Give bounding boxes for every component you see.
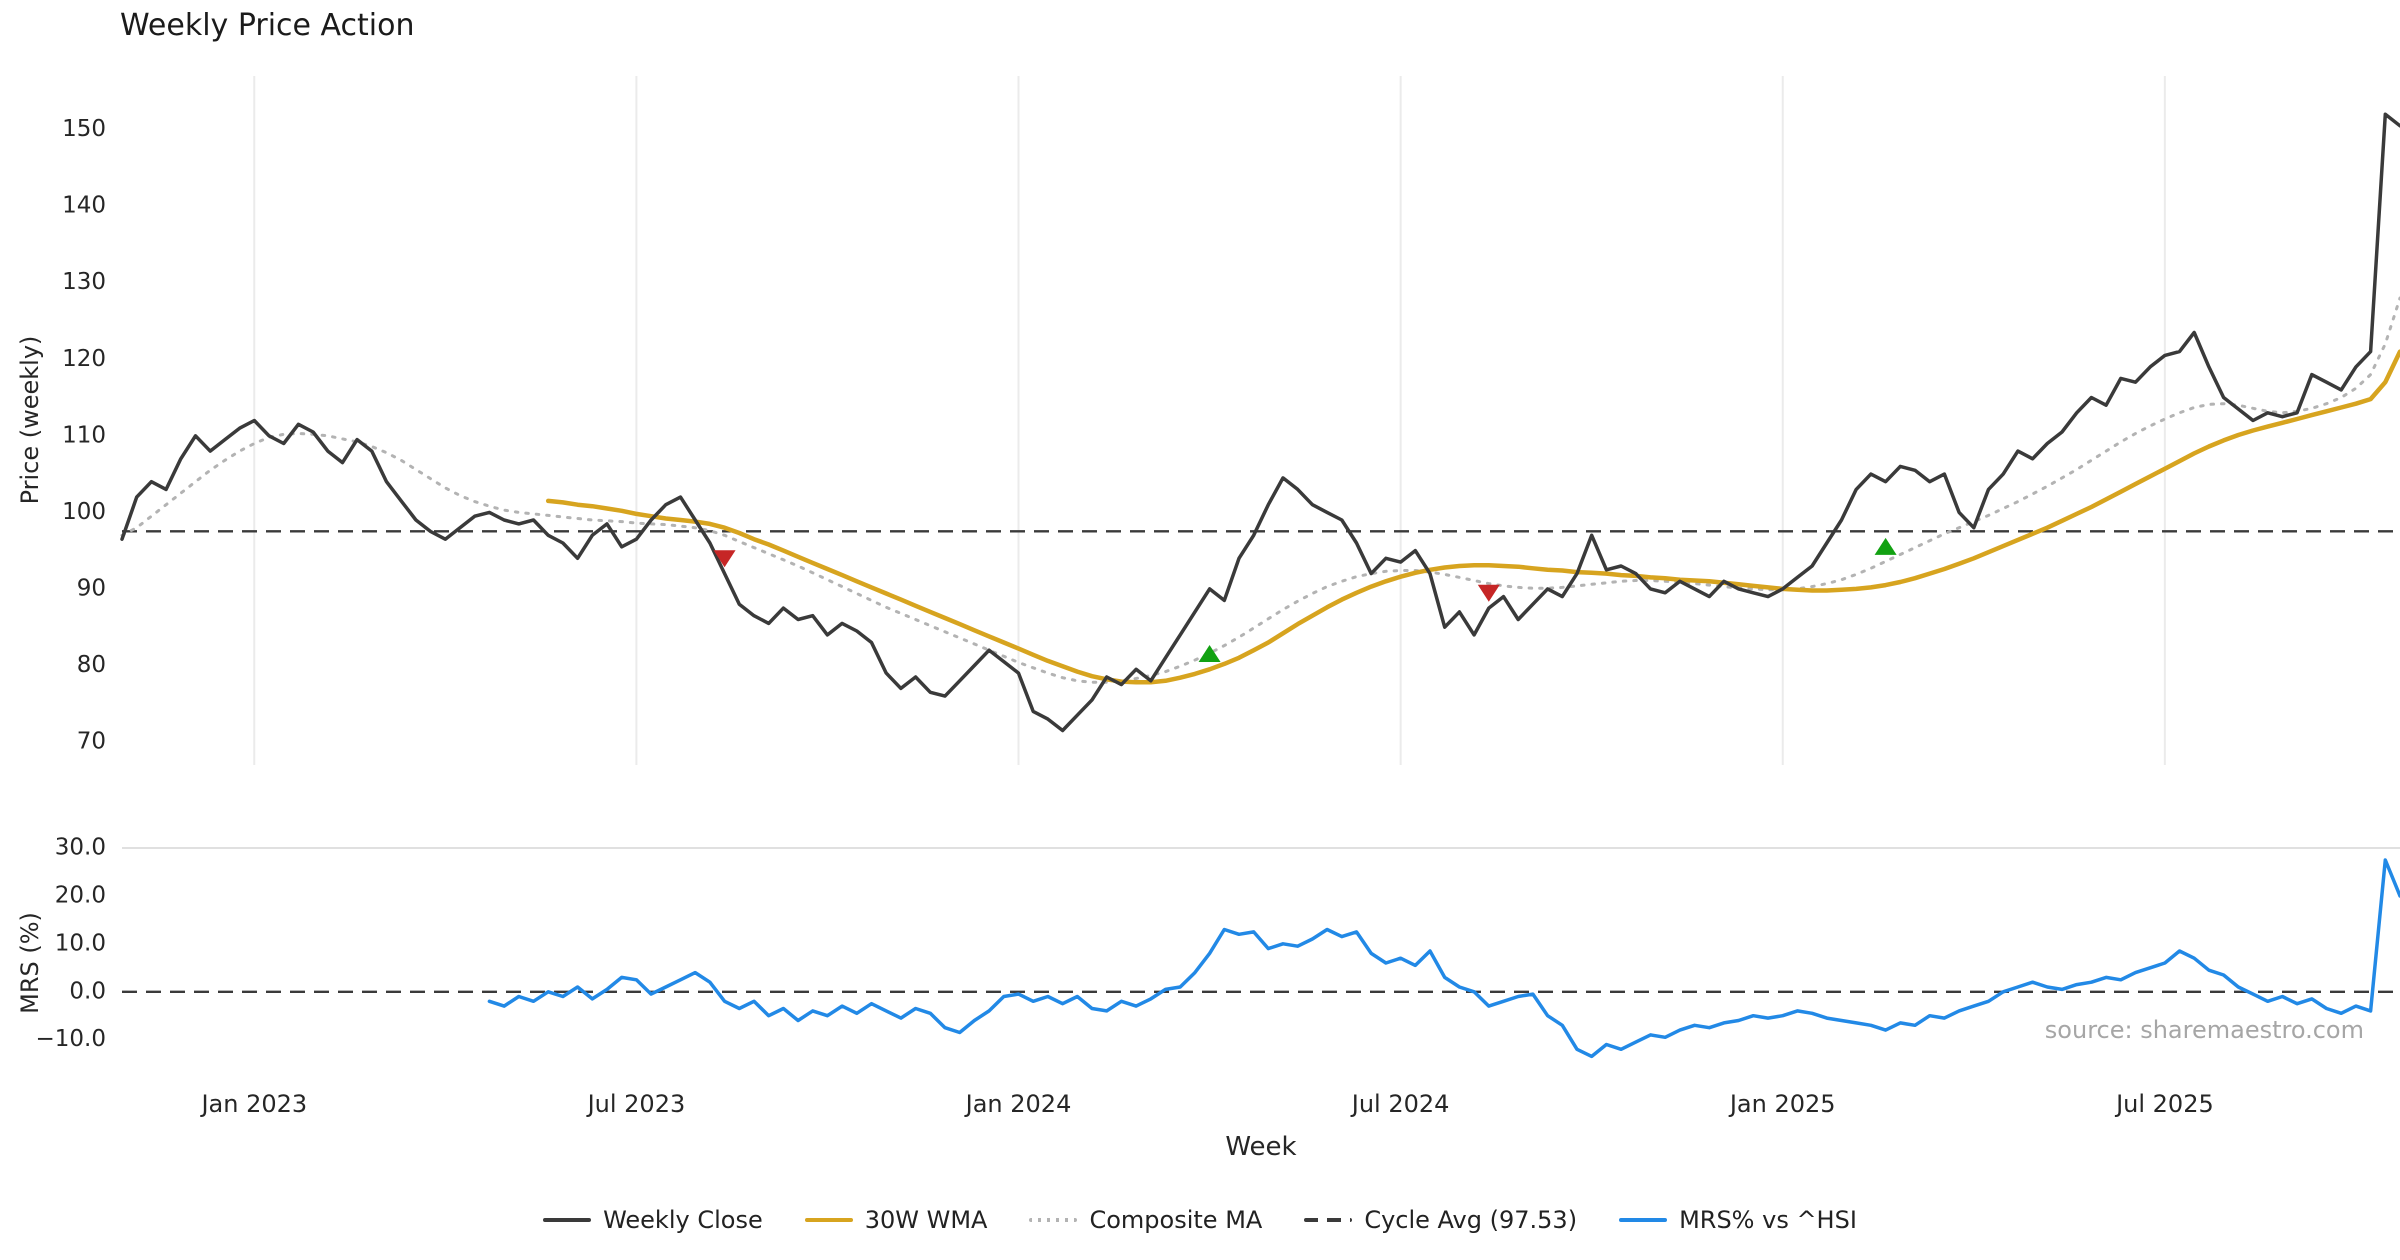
legend-label: Weekly Close	[603, 1206, 763, 1234]
x-tick-label: Jan 2024	[964, 1090, 1072, 1118]
legend-item-mrs-vs-hsi: MRS% vs ^HSI	[1619, 1206, 1857, 1234]
price-y-tick-label: 110	[62, 422, 106, 448]
mrs-y-tick-label: 30.0	[55, 835, 106, 861]
legend-label: MRS% vs ^HSI	[1679, 1206, 1857, 1234]
composite-ma-line	[120, 296, 2400, 684]
source-watermark: source: sharemaestro.com	[2044, 1016, 2364, 1044]
legend-item-composite-ma: Composite MA	[1029, 1206, 1262, 1234]
mrs-y-tick-label: 20.0	[55, 882, 106, 908]
price-y-tick-label: 70	[77, 729, 106, 755]
price-y-tick-label: 100	[62, 499, 106, 525]
price-y-tick-label: 120	[62, 346, 106, 372]
x-tick-label: Jul 2024	[1350, 1090, 1450, 1118]
x-tick-label: Jan 2023	[199, 1090, 307, 1118]
mrs-y-tick-label: 0.0	[69, 978, 106, 1004]
legend-solid-line-sample	[804, 1218, 853, 1222]
price-y-tick-label: 130	[62, 269, 106, 295]
legend-solid-line-sample	[543, 1218, 592, 1222]
mrs-y-tick-label: −10.0	[36, 1026, 106, 1052]
x-tick-label: Jan 2025	[1728, 1090, 1836, 1118]
legend-label: Cycle Avg (97.53)	[1364, 1206, 1578, 1234]
price-y-tick-label: 90	[77, 575, 106, 601]
sell-signal-marker	[713, 550, 736, 568]
price-y-tick-label: 150	[62, 116, 106, 142]
buy-signal-marker	[1198, 644, 1221, 662]
wma-30w-line	[545, 349, 2400, 685]
x-tick-label: Jul 2023	[586, 1090, 686, 1118]
legend-dotted-line-sample	[1029, 1218, 1078, 1222]
legend: Weekly Close 30W WMA Composite MA Cycle Avg…	[0, 1206, 2400, 1234]
legend-label: Composite MA	[1089, 1206, 1263, 1234]
legend-item-cycle-avg-97-53-: Cycle Avg (97.53)	[1304, 1206, 1577, 1234]
legend-solid-line-sample	[1619, 1218, 1668, 1222]
mrs-y-tick-label: 10.0	[55, 930, 106, 956]
buy-signal-marker	[1874, 537, 1897, 555]
legend-item-weekly-close: Weekly Close	[543, 1206, 763, 1234]
sell-signal-marker	[1477, 584, 1500, 602]
chart-title: Weekly Price Action	[120, 8, 415, 43]
weekly-close-line	[120, 112, 2400, 733]
legend-dashed-line-sample	[1304, 1218, 1353, 1222]
mrs-line	[487, 858, 2400, 1059]
legend-label: 30W WMA	[864, 1206, 988, 1234]
x-axis-label: Week	[1225, 1132, 1297, 1162]
x-tick-label: Jul 2025	[2114, 1090, 2214, 1118]
price-y-tick-label: 80	[77, 652, 106, 678]
price-y-tick-label: 140	[62, 193, 106, 219]
legend-item-30w-wma: 30W WMA	[804, 1206, 988, 1234]
